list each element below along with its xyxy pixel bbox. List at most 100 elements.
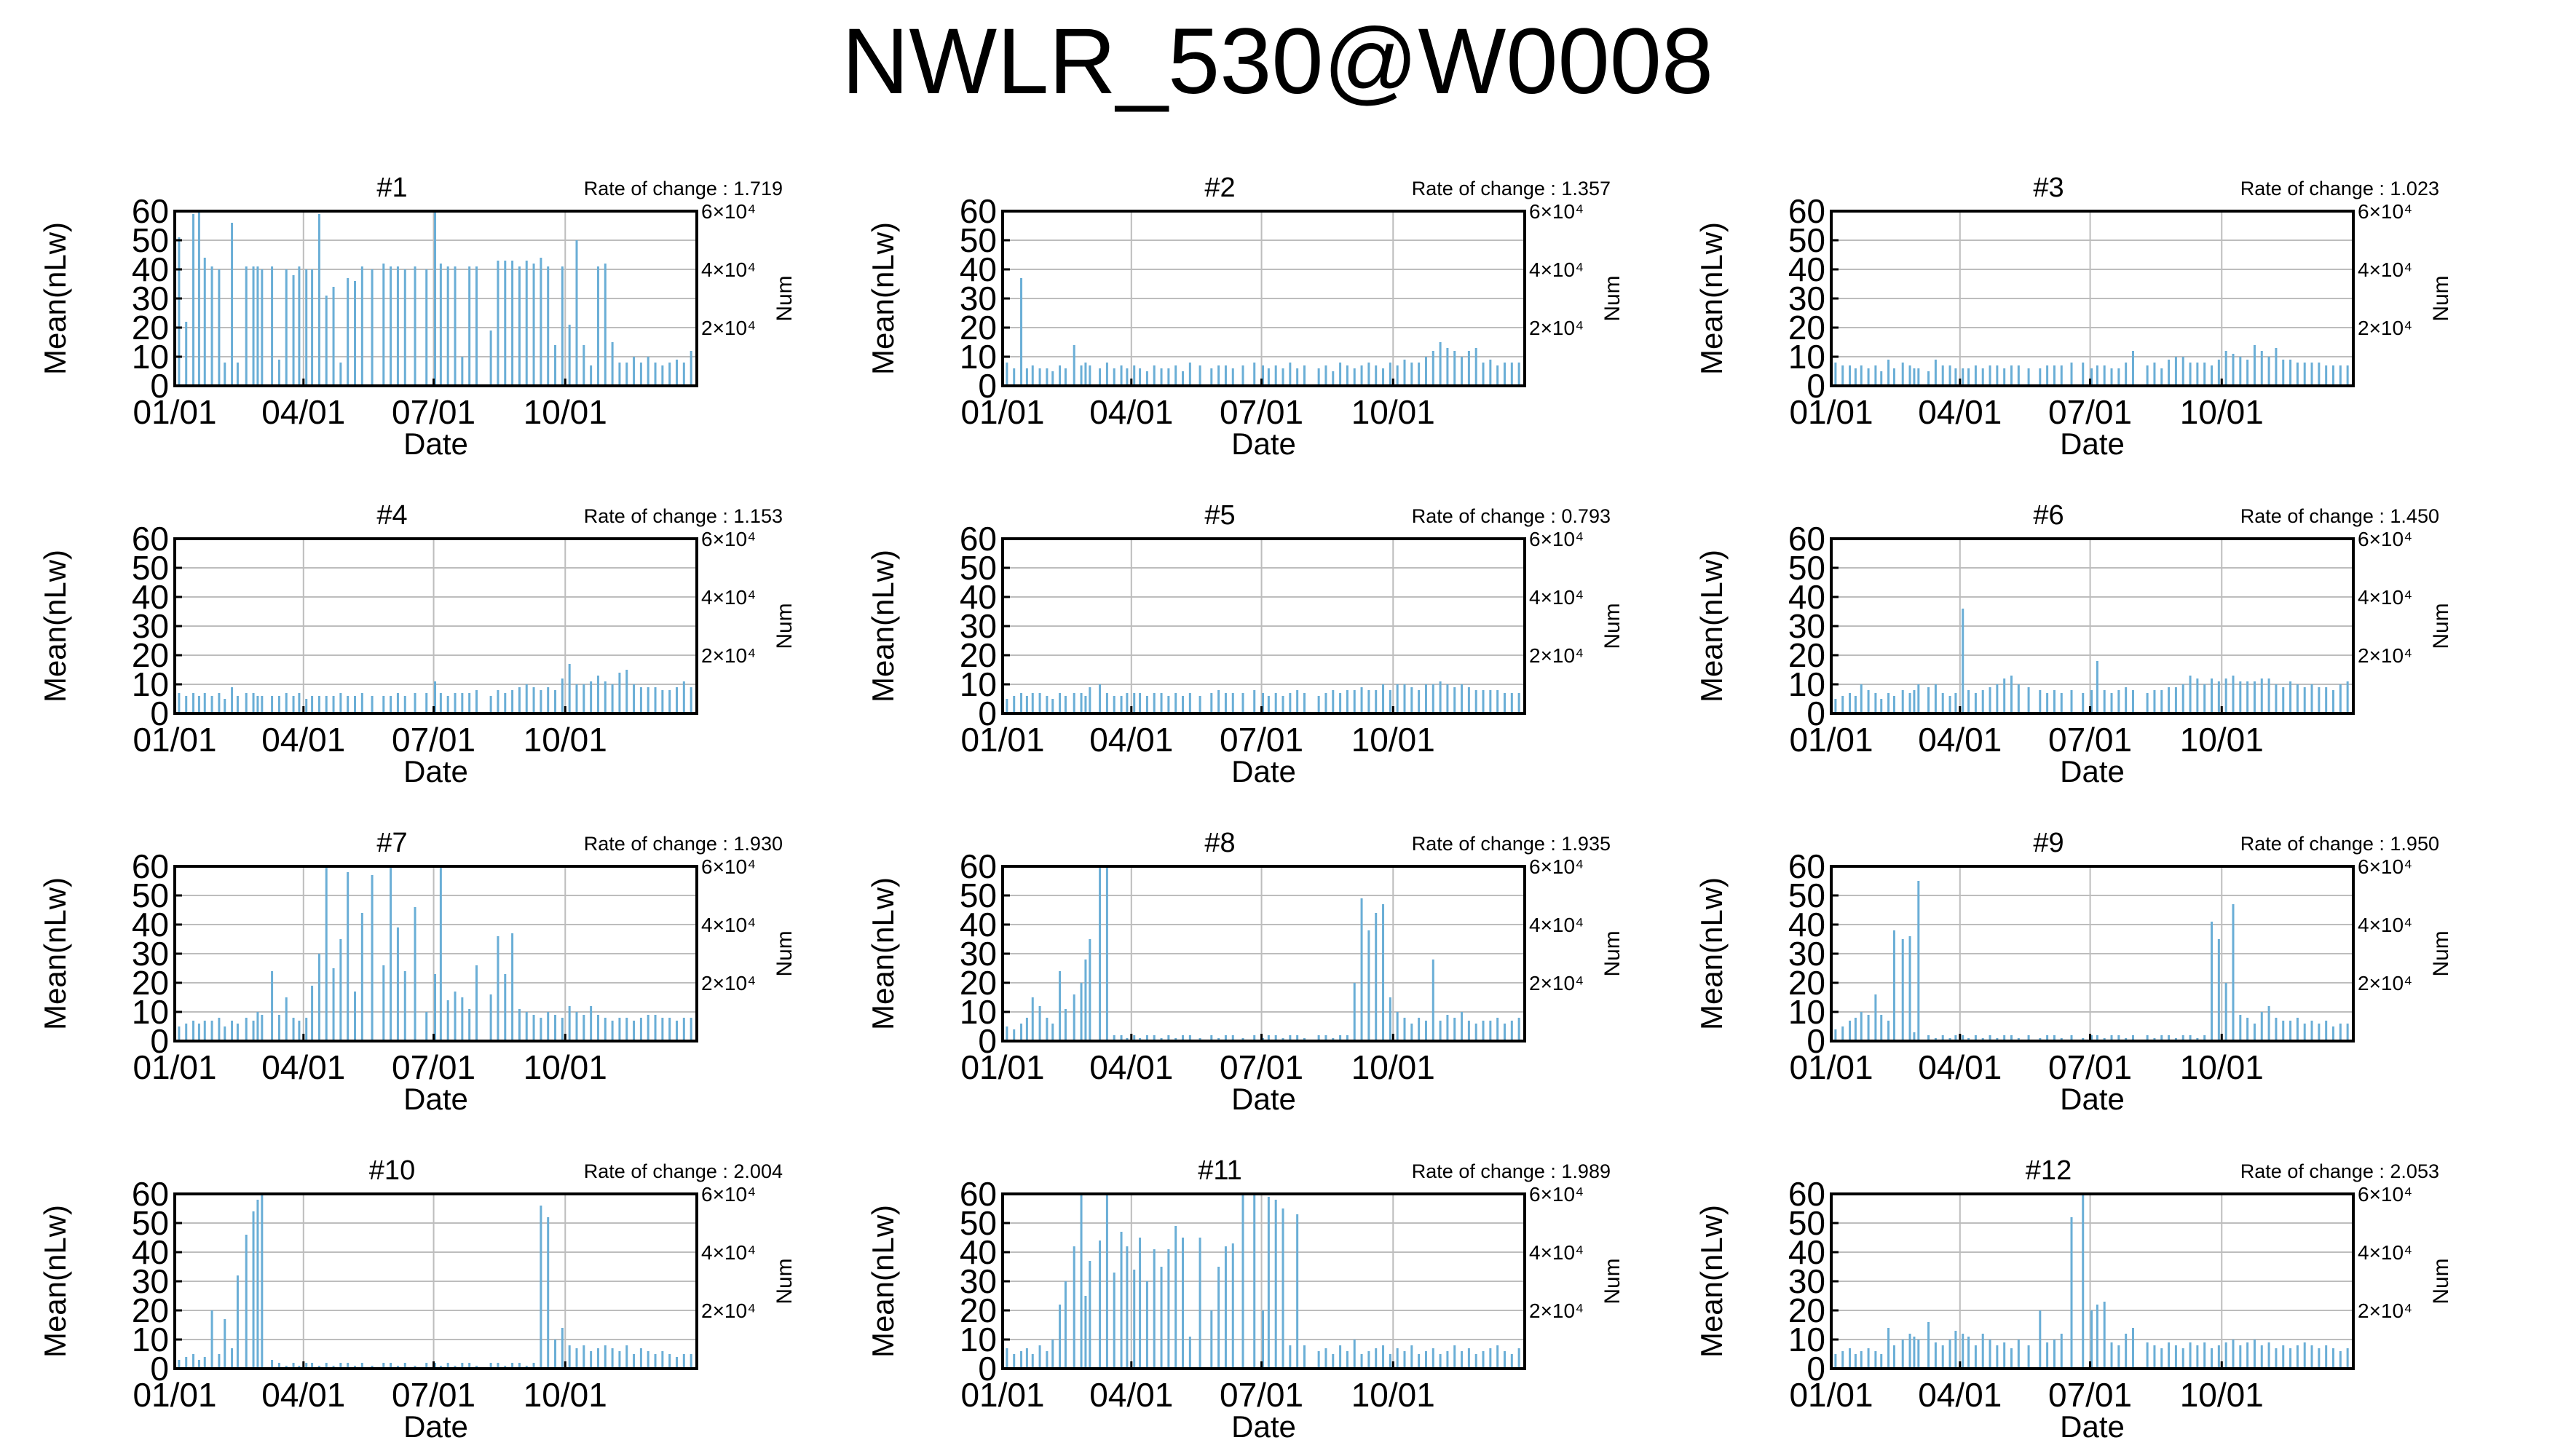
- bar: [1013, 368, 1016, 386]
- y-tick-label: 10: [1788, 1321, 1825, 1358]
- bar: [1317, 696, 1320, 713]
- bar: [2260, 678, 2263, 713]
- bar: [1396, 1348, 1399, 1369]
- bar: [325, 1363, 328, 1369]
- y2-tick-label: 2×10⁴: [701, 317, 756, 339]
- bar: [311, 1363, 314, 1369]
- bar: [1274, 1200, 1277, 1369]
- y-tick-label: 50: [132, 221, 169, 259]
- bar: [518, 266, 521, 386]
- bar: [1210, 1310, 1213, 1369]
- bar: [2346, 365, 2349, 386]
- bar: [2239, 357, 2242, 386]
- bar: [245, 266, 248, 386]
- bar: [668, 1018, 671, 1041]
- bar: [475, 266, 478, 386]
- bar: [261, 696, 264, 713]
- panel-title: #11: [1198, 1155, 1242, 1186]
- bar: [1418, 363, 1421, 386]
- bar: [2217, 1345, 2220, 1369]
- bar: [690, 1354, 692, 1369]
- bar: [332, 968, 335, 1041]
- bar: [511, 933, 514, 1041]
- bar: [675, 687, 678, 713]
- bar: [360, 693, 363, 713]
- bar: [1046, 368, 1049, 386]
- bar: [2203, 363, 2206, 386]
- bar: [1849, 693, 1852, 713]
- bar: [2160, 1035, 2163, 1041]
- bar: [1059, 971, 1062, 1041]
- y-tick-label: 10: [1788, 338, 1825, 376]
- bar: [218, 693, 221, 713]
- bar: [2296, 684, 2299, 713]
- y2-tick-label: 4×10⁴: [701, 258, 756, 281]
- y-tick-label: 40: [960, 578, 997, 616]
- bar: [446, 1000, 449, 1041]
- bar: [1064, 368, 1067, 386]
- bar: [1253, 1194, 1256, 1369]
- x-tick-label: 07/01: [1220, 393, 1303, 431]
- bar: [2168, 1035, 2171, 1041]
- y-axis-title: Mean(nLw): [866, 550, 900, 703]
- bar: [1908, 936, 1911, 1041]
- bar: [185, 696, 188, 713]
- bar: [256, 1200, 259, 1369]
- bar: [1974, 693, 1977, 713]
- y2-tick-label: 4×10⁴: [1529, 586, 1584, 609]
- bar: [661, 690, 664, 713]
- bar: [554, 1340, 557, 1369]
- bar: [1382, 684, 1385, 713]
- bar: [1962, 1334, 1964, 1369]
- bar: [1431, 684, 1434, 713]
- bar: [2181, 1348, 2184, 1369]
- bar: [1367, 363, 1370, 386]
- bar: [1105, 363, 1108, 386]
- bar: [1917, 684, 1920, 713]
- bar: [197, 696, 200, 713]
- bar: [1059, 693, 1062, 713]
- bar: [396, 927, 399, 1041]
- y-tick-label: 50: [132, 549, 169, 587]
- y2-tick-label: 2×10⁴: [2358, 1299, 2412, 1322]
- bar: [1339, 693, 1342, 713]
- bar: [2103, 1302, 2106, 1369]
- y-tick-label: 50: [960, 877, 997, 914]
- bar: [2082, 363, 2085, 386]
- bar: [461, 997, 464, 1041]
- bar: [2070, 1217, 2073, 1369]
- y2-axis-title: Num: [773, 603, 797, 649]
- bar: [1482, 690, 1485, 713]
- bar: [1360, 898, 1363, 1041]
- bar: [2310, 1345, 2313, 1369]
- bar: [2224, 1342, 2227, 1369]
- bar: [2282, 687, 2285, 713]
- bar: [1217, 365, 1220, 386]
- bar: [1089, 687, 1091, 713]
- bar: [647, 1351, 649, 1369]
- panel-title: #10: [369, 1155, 415, 1186]
- bar: [2010, 365, 2013, 386]
- bar: [1224, 1035, 1227, 1041]
- x-tick-label: 01/01: [133, 393, 216, 431]
- y2-axis-title: Num: [2429, 603, 2453, 649]
- bar: [434, 211, 437, 386]
- x-tick-label: 01/01: [1789, 393, 1873, 431]
- bar: [1099, 866, 1102, 1041]
- bar: [1954, 1331, 1957, 1369]
- bar: [245, 1018, 248, 1041]
- bar: [292, 696, 295, 713]
- bar: [654, 1354, 657, 1369]
- bar: [1418, 1354, 1421, 1369]
- bar: [2325, 687, 2328, 713]
- bar: [2096, 661, 2098, 713]
- x-tick-label: 10/01: [524, 721, 607, 759]
- bar: [1854, 696, 1857, 713]
- bar: [1332, 1354, 1335, 1369]
- x-axis-title: Date: [403, 1082, 468, 1116]
- y-tick-label: 60: [960, 1175, 997, 1213]
- y-tick-label: 10: [132, 665, 169, 703]
- bar: [1934, 360, 1937, 386]
